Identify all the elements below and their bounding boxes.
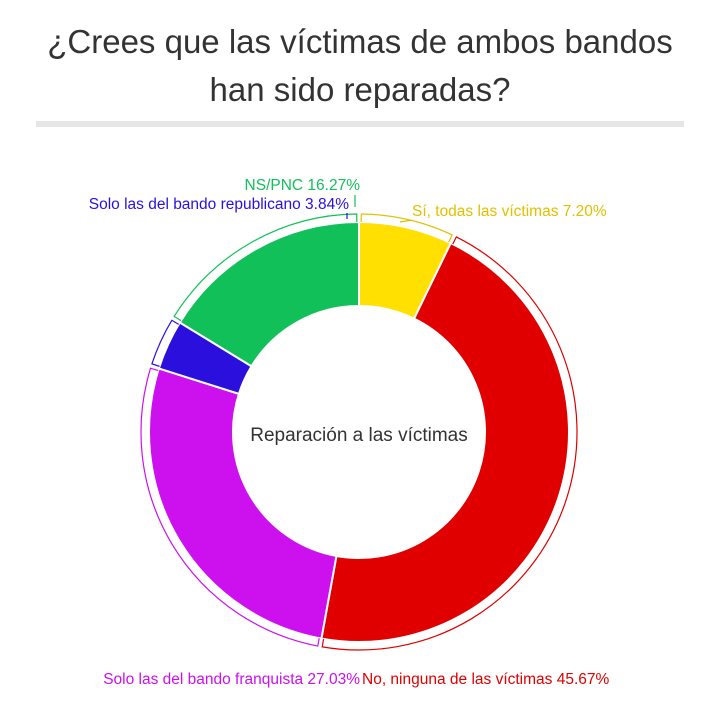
leader-si: [399, 219, 413, 223]
label-no-ninguna-de-las-victimas: No, ninguna de las víctimas 45.67%: [362, 671, 609, 688]
bracket-4: [173, 213, 358, 322]
bracket-0: [360, 213, 454, 243]
slice-labels: Sí, todas las víctimas 7.20% No, ninguna …: [89, 177, 610, 688]
label-solo-las-del-bando-franquista: Solo las del bando franquista 27.03%: [103, 671, 360, 688]
label-brackets: [140, 195, 578, 651]
label-si-todas-las-victimas: Sí, todas las víctimas 7.20%: [412, 203, 607, 220]
bracket-2: [140, 367, 320, 647]
chart-title-line-2: han sido reparadas?: [209, 71, 511, 108]
slice-solo-las-del-bando-franquista: [148, 367, 338, 640]
label-ns-pnc: NS/PNC 16.27%: [245, 177, 361, 194]
bracket-1: [321, 236, 578, 651]
chart-title-line-1: ¿Crees que las víctimas de ambos bandos: [47, 23, 673, 60]
title-divider: [36, 121, 684, 127]
chart-title: ¿Crees que las víctimas de ambos bandos …: [0, 18, 720, 114]
bracket-3: [151, 319, 179, 367]
slice-ns-pnc: [178, 220, 360, 368]
label-solo-las-del-bando-republicano: Solo las del bando republicano 3.84%: [89, 196, 349, 213]
center-label: Reparación a las víctimas: [250, 425, 468, 446]
donut-slices: [148, 220, 570, 643]
slice-no-ninguna-de-las-victimas: [320, 241, 570, 643]
